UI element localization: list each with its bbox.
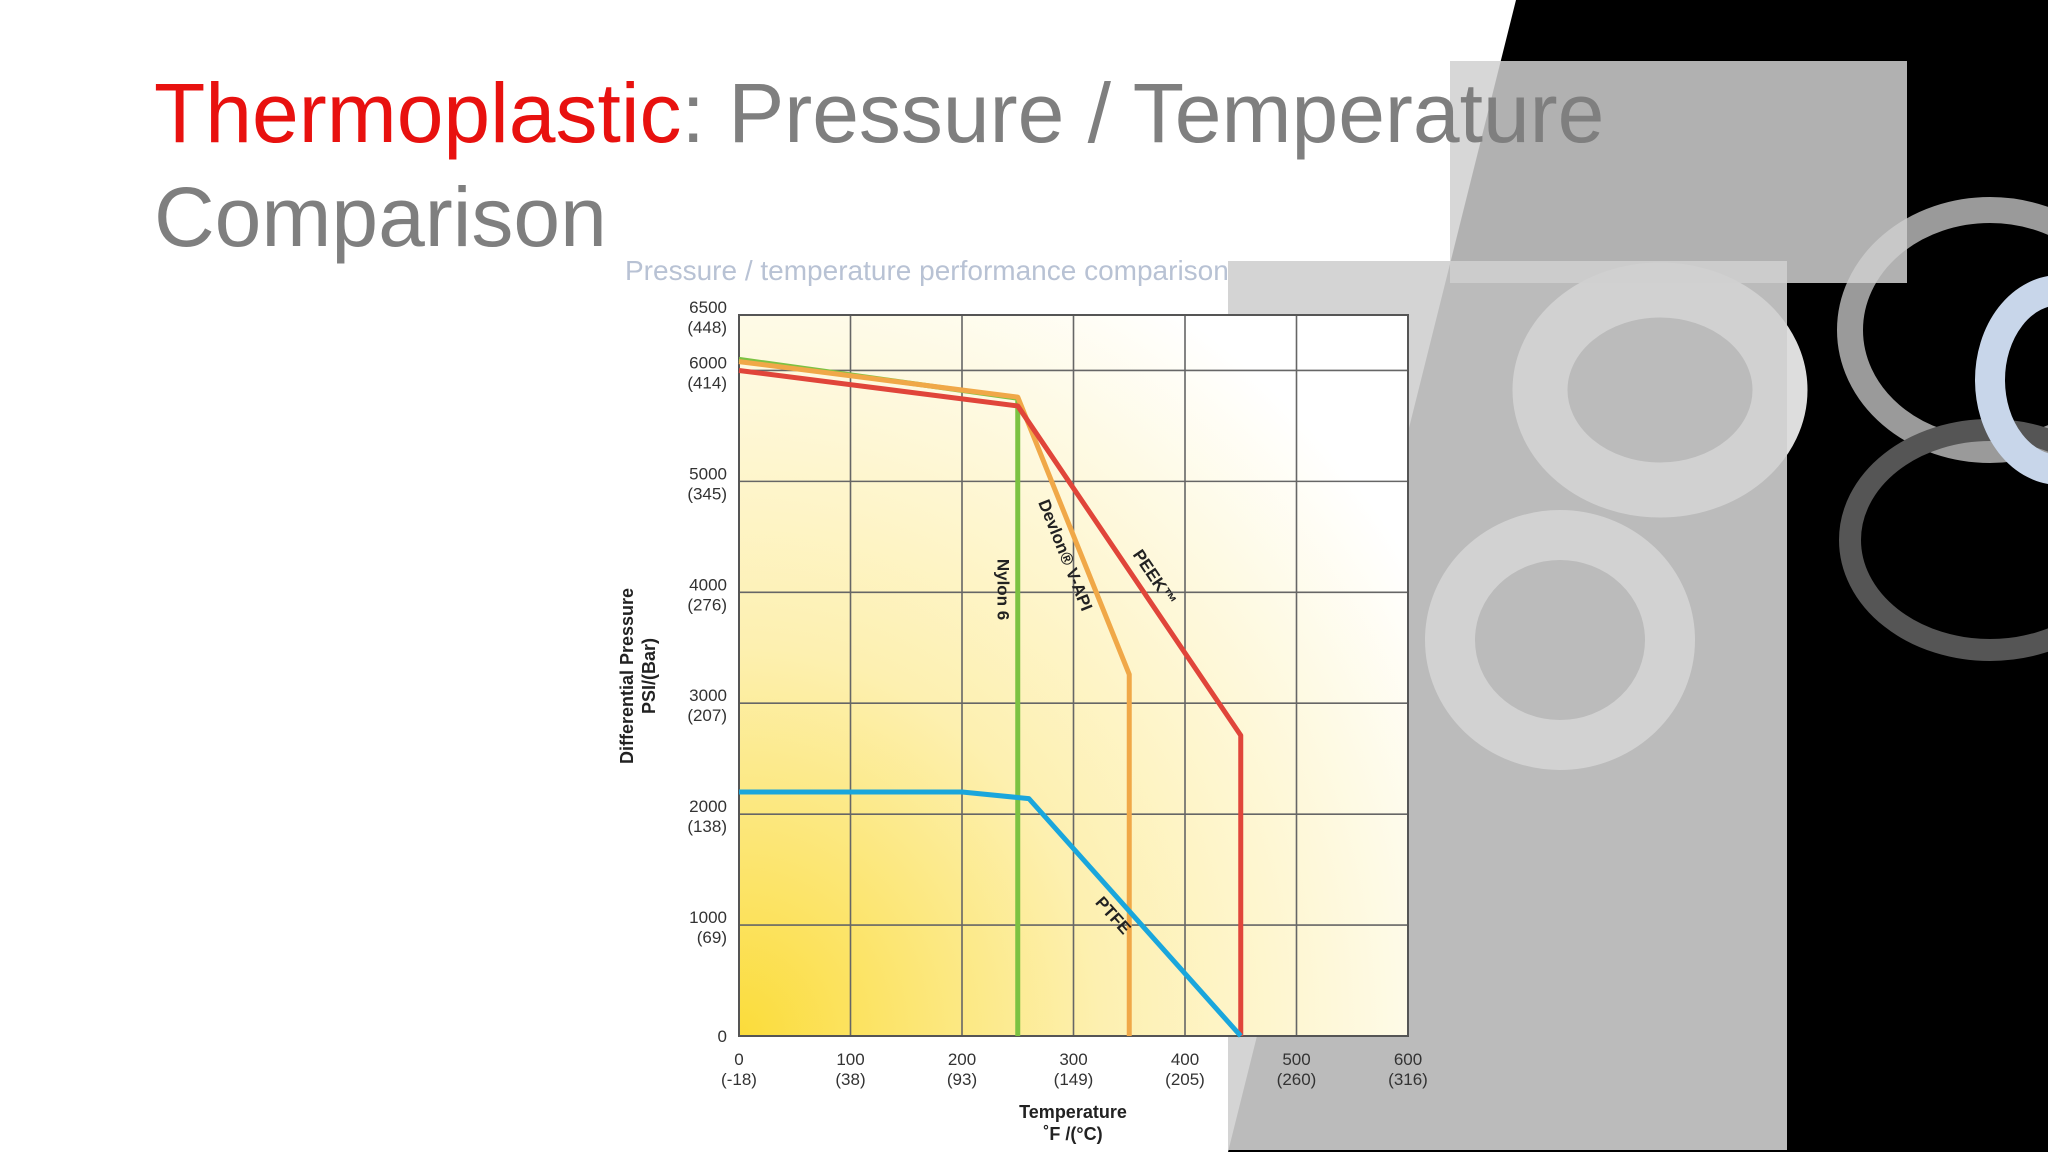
y-tick-sublabel: (69) [697,928,727,947]
y-tick-sublabel: (276) [687,595,727,614]
title-highlight: Thermoplastic [154,66,682,160]
x-tick-label: 600 [1394,1050,1422,1069]
y-tick-label: 6500 [689,298,727,317]
series-line [739,789,1243,1038]
x-tick-label: 300 [1059,1050,1087,1069]
x-tick-sublabel: (-18) [721,1070,757,1089]
chart: Pressure / temperature performance compa… [617,255,1428,1144]
x-tick-sublabel: (205) [1165,1070,1205,1089]
x-tick-sublabel: (149) [1054,1070,1094,1089]
x-axis-unit: ˚F /(°C) [1043,1124,1102,1144]
x-tick-sublabel: (316) [1388,1070,1428,1089]
y-tick-sublabel: (414) [687,373,727,392]
y-axis-label: Differential Pressure [617,588,637,764]
x-tick-sublabel: (93) [947,1070,977,1089]
series-line [738,359,1132,1036]
chart-title: Pressure / temperature performance compa… [625,255,1229,286]
x-tick-label: 200 [948,1050,976,1069]
y-tick-sublabel: (345) [687,484,727,503]
y-tick-sublabel: (207) [687,706,727,725]
plot-border [738,314,1409,1037]
y-tick-label: 1000 [689,908,727,927]
x-tick-label: 100 [836,1050,864,1069]
title-rest: : Pressure / Temperature [682,66,1605,160]
x-tick-sublabel: (38) [835,1070,865,1089]
series-label: Nylon 6 [993,559,1012,620]
y-tick-sublabel: (448) [687,318,727,337]
y-tick-label: 3000 [689,686,727,705]
y-tick-label: 5000 [689,464,727,483]
x-tick-label: 500 [1282,1050,1310,1069]
y-tick-label: 6000 [689,353,727,372]
x-axis-label: Temperature [1019,1102,1127,1122]
overlay-box [1450,61,1907,283]
x-tick-label: 400 [1171,1050,1199,1069]
y-tick-label: 0 [718,1027,727,1046]
y-tick-sublabel: (138) [687,817,727,836]
x-tick-sublabel: (260) [1277,1070,1317,1089]
series-line [738,367,1244,1036]
y-tick-label: 2000 [689,797,727,816]
slide-title-line2: Comparison [154,170,607,264]
y-tick-label: 4000 [689,575,727,594]
slide-title: Thermoplastic: Pressure / Temperature [154,66,1604,160]
y-axis-unit: PSI/(Bar) [639,638,659,714]
x-tick-label: 0 [734,1050,743,1069]
